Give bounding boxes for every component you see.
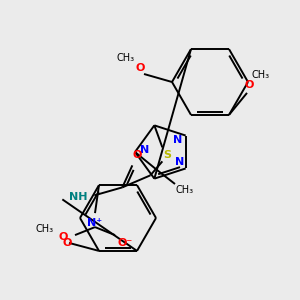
Text: NH: NH	[69, 192, 88, 203]
Text: CH₃: CH₃	[176, 185, 194, 195]
Text: O: O	[135, 63, 145, 73]
Text: CH₃: CH₃	[36, 224, 54, 234]
Text: N: N	[175, 158, 184, 167]
Text: S: S	[163, 150, 171, 161]
Text: CH₃: CH₃	[252, 70, 270, 80]
Text: O⁻: O⁻	[117, 238, 133, 248]
Text: O: O	[58, 232, 68, 242]
Text: O: O	[133, 150, 142, 161]
Text: N⁺: N⁺	[87, 218, 103, 228]
Text: O: O	[244, 80, 254, 90]
Text: N: N	[173, 134, 182, 145]
Text: O: O	[62, 238, 72, 248]
Text: CH₃: CH₃	[117, 53, 135, 63]
Text: N: N	[140, 145, 150, 155]
